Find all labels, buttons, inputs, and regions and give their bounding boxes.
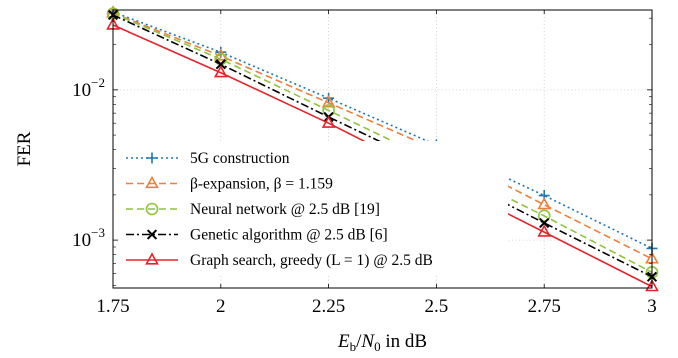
y-tick-label-exponent: −3 xyxy=(91,225,105,240)
x-axis-label-b-sub: b xyxy=(350,339,357,354)
legend-marker xyxy=(146,229,158,240)
x-axis-label: Eb/N0 in dB xyxy=(337,331,427,354)
data-point xyxy=(537,224,552,237)
y-axis-label: FER xyxy=(14,131,35,166)
x-tick-label: 1.75 xyxy=(96,296,129,317)
legend-entry: Neural network @ 2.5 dB [19] xyxy=(126,201,380,218)
legend-entry: 5G construction xyxy=(126,150,290,167)
data-point xyxy=(537,209,551,223)
x-axis-label-e: E xyxy=(337,331,350,352)
x-axis-label-slash: / xyxy=(356,331,362,352)
legend: 5G construction β-expansion, β = 1.159 Neu… xyxy=(120,141,508,275)
y-tick-label-exponent: −2 xyxy=(91,75,105,90)
x-tick-label: 2.25 xyxy=(312,296,345,317)
data-point xyxy=(213,65,228,78)
x-tick-label: 3 xyxy=(647,296,657,317)
plot-area-frame xyxy=(112,9,653,289)
data-point xyxy=(537,197,552,210)
series-line xyxy=(112,14,653,278)
legend-box xyxy=(120,141,508,275)
legend-label: Graph search, greedy (L = 1) @ 2.5 dB xyxy=(190,252,433,269)
series-line xyxy=(112,12,653,274)
legend-label: Neural network @ 2.5 dB [19] xyxy=(190,201,380,218)
y-tick-label: 10−2 xyxy=(72,75,105,101)
legend-marker xyxy=(145,175,159,189)
legend-entry: Graph search, greedy (L = 1) @ 2.5 dB xyxy=(126,252,433,269)
data-point xyxy=(321,115,336,128)
legend-label: Genetic algorithm @ 2.5 dB [6] xyxy=(190,227,388,244)
data-point xyxy=(539,217,550,229)
legend-label: 5G construction xyxy=(190,150,290,167)
x-tick-label: 2 xyxy=(216,296,226,317)
legend-label: β-expansion, β = 1.159 xyxy=(190,176,333,193)
legend-marker xyxy=(145,202,159,216)
y-tick-label-base: 10 xyxy=(72,80,91,101)
x-axis-label-suffix: in dB xyxy=(381,331,427,352)
series-line xyxy=(112,12,653,260)
legend-entry: Genetic algorithm @ 2.5 dB [6] xyxy=(126,227,388,244)
series-line xyxy=(112,11,653,250)
data-point xyxy=(321,95,336,108)
axis-ticks: 1.75 2 2.25 2.5 2.75 310−210−3 xyxy=(72,10,657,317)
legend-entry: β-expansion, β = 1.159 xyxy=(126,176,333,193)
x-axis-label-n: N xyxy=(360,331,375,352)
x-axis-label-zero-sub: 0 xyxy=(374,339,381,354)
y-tick-label-base: 10 xyxy=(72,230,91,251)
x-tick-label: 2.75 xyxy=(528,296,561,317)
y-tick-label: 10−3 xyxy=(72,225,105,251)
legend-marker xyxy=(145,252,159,265)
data-point xyxy=(215,59,226,70)
legend-marker xyxy=(146,152,158,164)
x-tick-label: 2.5 xyxy=(425,296,449,317)
